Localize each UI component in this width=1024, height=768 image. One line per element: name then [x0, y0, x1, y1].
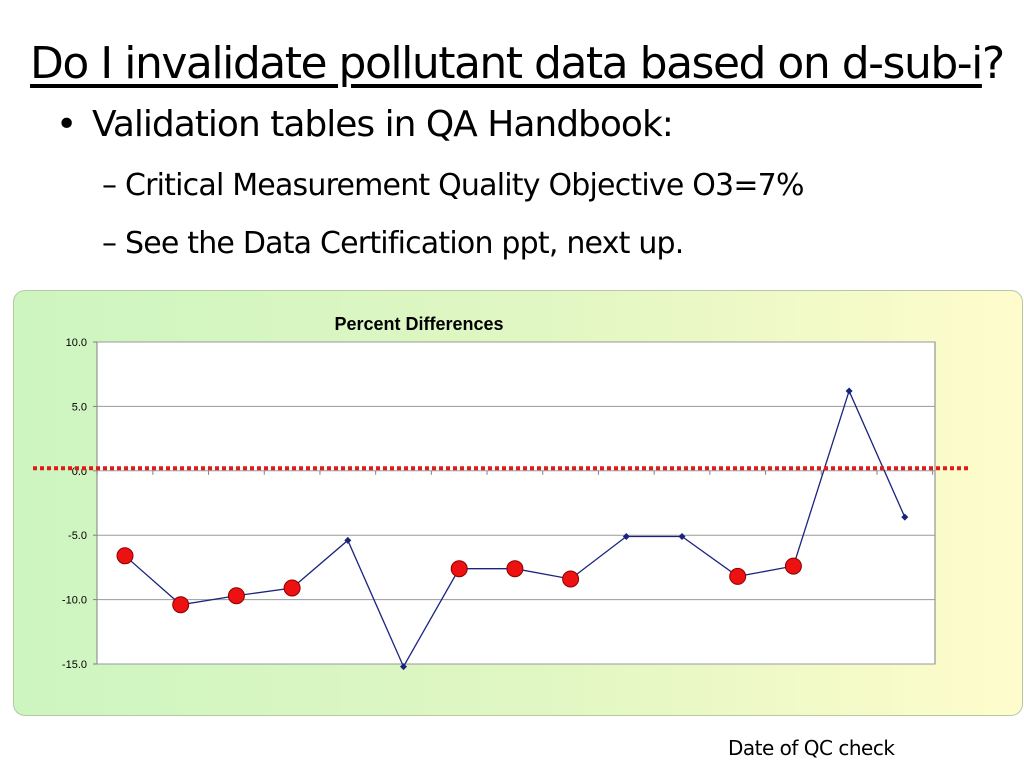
flagged-point: [784, 557, 802, 575]
slide-title-main: Do I invalidate pollutant data based on …: [30, 38, 983, 89]
data-point: [344, 536, 352, 544]
flagged-point: [172, 596, 190, 614]
slide-title-end: ?: [981, 38, 1005, 89]
flagged-point: [116, 547, 134, 565]
bullet-item: • Validation tables in QA Handbook:: [56, 104, 674, 145]
y-tick-label: -15.0: [62, 659, 87, 671]
flagged-point: [283, 579, 301, 597]
flagged-point: [227, 587, 245, 605]
plot-area: [96, 341, 936, 665]
data-point: [678, 532, 686, 540]
x-axis-caption: Date of QC check: [728, 736, 895, 760]
data-point: [400, 663, 407, 671]
sub-item-1: – Critical Measurement Quality Objective…: [102, 168, 804, 203]
sub-dash: –: [102, 168, 117, 203]
y-tick-label: -5.0: [68, 530, 87, 542]
y-tick-label: 10.0: [66, 337, 87, 349]
data-point: [901, 513, 909, 521]
data-point: [845, 387, 853, 395]
sub-item-2: – See the Data Certification ppt, next u…: [102, 226, 684, 261]
y-tick-label: -10.0: [62, 595, 87, 607]
slide-title: Do I invalidate pollutant data based on …: [30, 38, 1005, 89]
y-tick-label: 5.0: [72, 401, 87, 413]
sub-item-text: Critical Measurement Quality Objective O…: [124, 168, 805, 203]
bullet-text: Validation tables in QA Handbook:: [92, 104, 674, 145]
sub-dash: –: [102, 226, 117, 261]
data-point: [622, 532, 630, 540]
flagged-point: [729, 567, 747, 585]
sub-item-text: See the Data Certification ppt, next up.: [124, 226, 684, 261]
flagged-point: [506, 560, 524, 578]
flagged-point: [450, 560, 468, 578]
flagged-point: [562, 570, 580, 588]
bullet-dot: •: [56, 104, 77, 145]
chart-title: Percent Differences: [334, 314, 503, 334]
